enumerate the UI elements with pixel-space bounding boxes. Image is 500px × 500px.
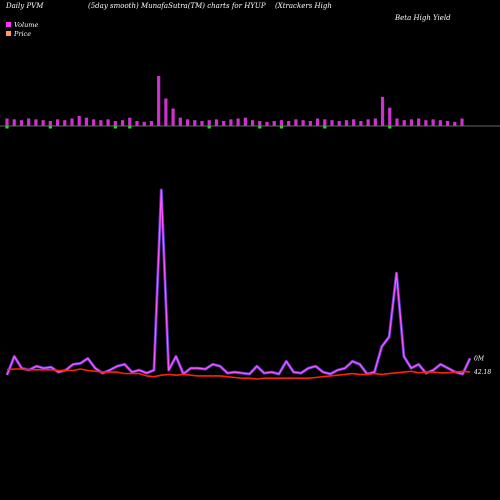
volume-bar — [272, 121, 276, 126]
volume-bar — [164, 98, 168, 126]
volume-bar-down-tick — [388, 126, 392, 129]
volume-bar — [207, 120, 211, 126]
volume-bar — [149, 121, 154, 126]
volume-bar — [323, 119, 327, 126]
volume-bar — [330, 120, 334, 126]
volume-bar — [178, 117, 182, 126]
volume-bar — [287, 121, 291, 126]
volume-bar — [445, 121, 450, 126]
price-line — [6, 368, 471, 380]
volume-bar — [27, 118, 31, 126]
volume-bar — [222, 121, 226, 126]
volume-bar — [236, 118, 240, 126]
price-value-label: 42.18 — [473, 369, 491, 376]
volume-bar — [373, 118, 377, 126]
volume-bar — [424, 120, 428, 126]
volume-bar — [99, 120, 103, 126]
volume-bar-down-tick — [48, 126, 52, 129]
volume-bar — [92, 119, 96, 126]
volume-bar — [113, 121, 117, 126]
volume-bar — [77, 116, 81, 126]
volume-bar — [214, 119, 219, 126]
legend-swatch-volume — [6, 22, 11, 27]
volume-bar — [41, 120, 45, 126]
volume-bar — [380, 96, 385, 126]
volume-bar — [388, 107, 392, 126]
volume-bar — [431, 119, 435, 126]
volume-bar — [120, 120, 125, 126]
volume-bar — [19, 120, 24, 126]
volume-bar — [135, 121, 139, 126]
volume-bar — [315, 118, 320, 126]
volume-bar — [301, 120, 305, 126]
volume-bar-down-tick — [279, 126, 284, 129]
volume-bar — [308, 121, 312, 126]
legend-item-price: Price — [6, 29, 38, 38]
volume-bar — [395, 118, 399, 126]
legend-swatch-price — [6, 31, 11, 36]
volume-bar — [453, 121, 457, 126]
header-center: (5day smooth) MunafaSutra(TM) charts for… — [88, 2, 266, 10]
volume-bar — [128, 117, 132, 126]
volume-bar-down-tick — [5, 126, 9, 129]
volume-bar — [185, 119, 190, 126]
volume-bar-down-tick — [258, 126, 262, 129]
volume-bar — [417, 118, 421, 126]
header-left: Daily PVM — [6, 2, 44, 10]
volume-bar — [106, 119, 110, 126]
volume-bar — [55, 119, 60, 126]
header-right-line1: (Xtrackers High — [275, 2, 332, 10]
volume-value-label: 0M — [474, 355, 485, 362]
volume-bar — [352, 119, 356, 126]
volume-bar — [402, 120, 406, 126]
legend-item-volume: Volume — [6, 20, 38, 29]
volume-bar — [34, 119, 38, 126]
volume-bar — [84, 117, 89, 126]
volume-bar — [5, 118, 9, 126]
volume-bar — [157, 76, 161, 126]
volume-bar — [359, 121, 363, 126]
volume-bar — [200, 121, 204, 126]
volume-bar-down-tick — [323, 126, 327, 129]
volume-bar — [460, 118, 464, 126]
volume-bar-down-tick — [207, 126, 211, 129]
volume-bar — [63, 120, 67, 126]
volume-bar — [12, 119, 16, 126]
volume-bar — [171, 108, 175, 126]
legend-label-volume: Volume — [14, 20, 39, 29]
volume-bar — [265, 121, 269, 126]
volume-bar — [409, 119, 414, 126]
volume-bar — [250, 120, 255, 126]
legend-label-price: Price — [14, 29, 32, 38]
volume-bar — [243, 117, 247, 126]
volume-bar — [366, 119, 370, 126]
volume-bar — [344, 120, 349, 126]
volume-bar — [294, 119, 298, 126]
legend: Volume Price — [6, 20, 38, 38]
volume-bar — [193, 120, 197, 126]
volume-line — [6, 189, 471, 376]
volume-bar-down-tick — [128, 126, 132, 129]
volume-bar — [229, 119, 233, 126]
volume-bar — [337, 121, 341, 126]
volume-line-glow — [5, 188, 472, 376]
volume-bar — [258, 121, 262, 126]
volume-bar — [142, 121, 146, 126]
header-right-line2: Beta High Yield — [395, 14, 451, 22]
volume-bar — [279, 120, 284, 126]
volume-bar — [438, 120, 442, 126]
volume-bar — [70, 118, 74, 126]
volume-bar — [48, 121, 52, 126]
volume-bar-down-tick — [113, 126, 117, 129]
